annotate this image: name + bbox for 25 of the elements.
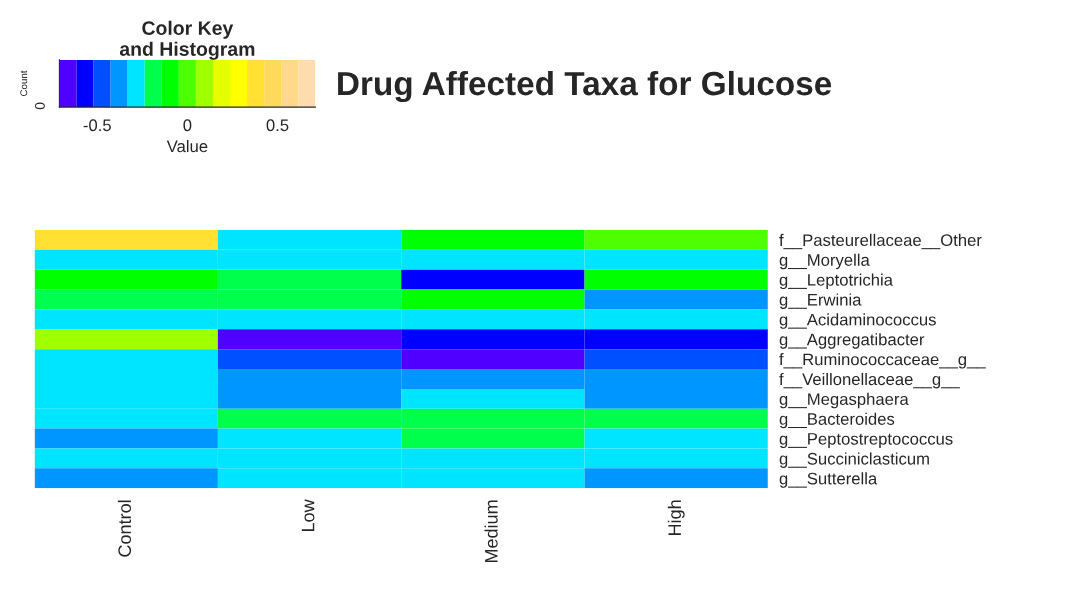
x-tick-label: Medium <box>484 500 498 563</box>
y-tick-label: g__Megasphaera <box>779 392 909 409</box>
text: 0 <box>35 102 45 110</box>
y-tick-label: g__Moryella <box>779 253 870 270</box>
color-bar-label: 0.5 <box>266 119 289 132</box>
y-tick-label: g__Bacteroides <box>779 412 895 429</box>
y-tick-label: f__Ruminococcaceae__g__ <box>779 353 986 369</box>
color-bar-title: Value <box>166 139 208 153</box>
text: Color Key and Histogram <box>119 20 255 60</box>
x-tick-label: Control <box>117 500 132 557</box>
color-bar-label: -0.5 <box>83 119 111 132</box>
text: Count <box>20 70 28 96</box>
y-tick-label: g__Leptotrichia <box>779 273 893 290</box>
y-tick-label: g__Erwinia <box>779 293 862 309</box>
y-tick-label: g__Sutterella <box>779 472 878 488</box>
y-tick-label: f__Veillonellaceae__g__ <box>779 372 960 389</box>
y-tick-label: g__Acidaminococcus <box>779 313 936 329</box>
y-tick-label: g__Aggregatibacter <box>779 333 925 349</box>
y-tick-label: g__Succiniclasticum <box>779 452 929 468</box>
y-tick-label: f__Pasteurellaceae__Other <box>779 233 982 250</box>
x-tick-label: High <box>667 500 685 535</box>
color-bar-label: 0 <box>183 119 192 132</box>
y-tick-label: g__Peptostreptococcus <box>779 433 953 449</box>
chart-title: Drug Affected Taxa for Glucose <box>338 70 832 103</box>
x-tick-label: Low <box>301 499 315 531</box>
